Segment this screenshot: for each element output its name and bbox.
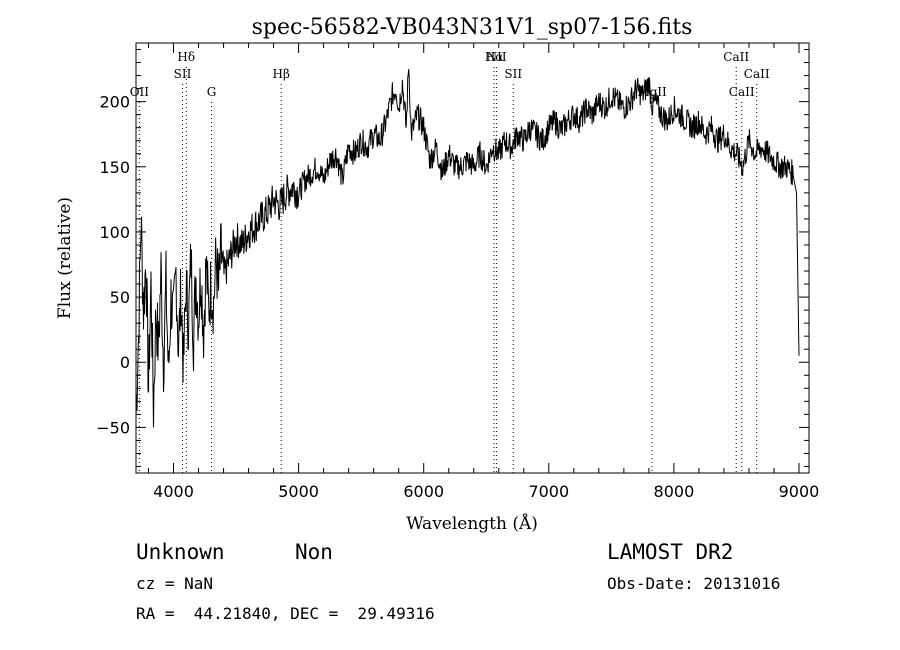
y-tick-label: 150 <box>99 158 130 177</box>
marker-label: OII <box>130 85 150 99</box>
y-tick-label: 50 <box>110 288 130 307</box>
x-tick-label: 9000 <box>779 482 820 501</box>
y-tick-label: 200 <box>99 93 130 112</box>
marker-label: Hδ <box>177 50 195 64</box>
y-tick-label: −50 <box>96 418 130 437</box>
marker-label: SII <box>504 67 522 81</box>
y-axis-label: Flux (relative) <box>55 197 75 319</box>
x-tick-label: 5000 <box>278 482 319 501</box>
class-label: Unknown <box>136 540 225 564</box>
plot-frame <box>135 42 810 474</box>
marker-label: G <box>207 85 217 99</box>
marker-label: CaII <box>729 85 755 99</box>
marker-label: Hβ <box>273 67 290 81</box>
y-tick-label: 100 <box>99 223 130 242</box>
x-tick-label: 4000 <box>153 482 194 501</box>
radec-label: RA = 44.21840, DEC = 29.49316 <box>136 604 435 623</box>
survey-label: LAMOST DR2 <box>607 540 734 564</box>
marker-label: MgII <box>637 85 667 99</box>
marker-label: NII <box>487 50 507 64</box>
x-axis-label: Wavelength (Å) <box>406 513 538 534</box>
x-tick-label: 6000 <box>403 482 444 501</box>
obs-date-label: Obs-Date: 20131016 <box>607 574 781 593</box>
x-tick-label: 7000 <box>528 482 569 501</box>
marker-label: CaII <box>723 50 749 64</box>
y-tick-label: 0 <box>120 353 130 372</box>
spectrum-line <box>135 69 800 428</box>
marker-label: CaII <box>744 67 770 81</box>
marker-label: Hα <box>485 50 504 64</box>
x-tick-label: 8000 <box>654 482 695 501</box>
chart-title: spec-56582-VB043N31V1_sp07-156.fits <box>252 15 693 40</box>
axis-ticks: 4000 5000 6000 7000 8000 9000 −50 0 50 100 150 200 <box>96 43 819 501</box>
marker-label: SII <box>174 67 192 81</box>
cz-label: cz = NaN <box>136 574 214 593</box>
subclass-label: Non <box>295 540 333 564</box>
